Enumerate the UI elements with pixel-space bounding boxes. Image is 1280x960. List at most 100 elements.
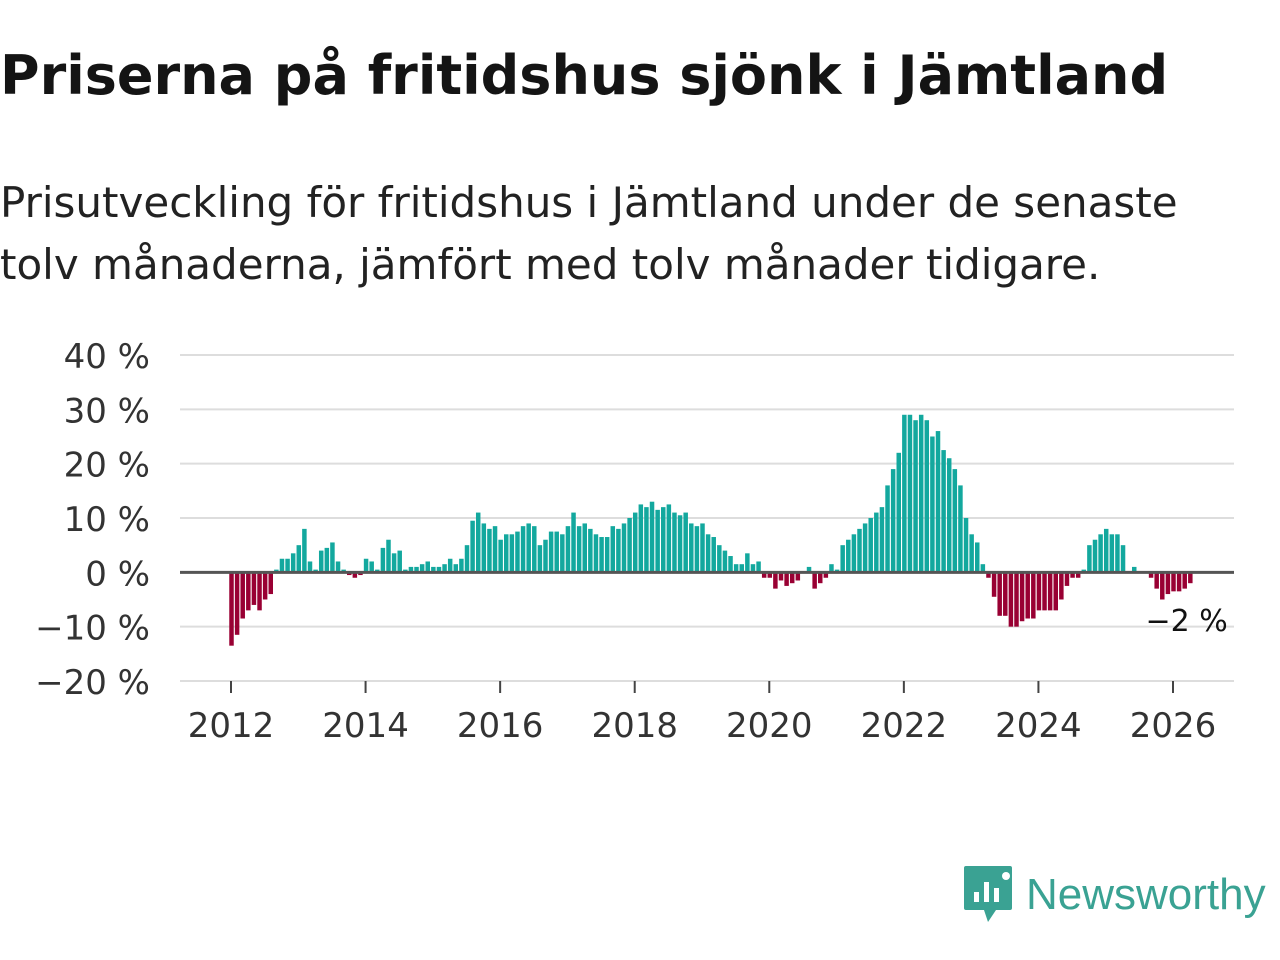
bar [520,526,526,573]
bar [767,572,773,578]
bar [986,572,991,578]
bar [689,523,694,573]
bar [481,523,487,573]
bar [324,547,330,573]
bar [638,504,644,573]
chart-subtitle: Prisutveckling för fritidshus i Jämtland… [0,178,1178,289]
bar [548,531,554,573]
bar [761,572,767,578]
y-tick-label: −10 % [35,609,150,649]
bar [532,526,537,573]
bar [1154,572,1159,589]
bar [419,564,425,573]
y-axis-ticks: 40 % 30 % 20 % 10 % 0 % −10 % −20 % [35,337,150,703]
newsworthy-logo-icon [964,866,1012,922]
bar [543,539,548,573]
y-tick-label: 0 % [85,554,150,594]
bar [924,420,930,573]
bar [470,520,475,573]
x-tick-label: 2022 [861,706,948,746]
bar [621,523,627,573]
x-tick-label: 2014 [322,706,409,746]
bar [975,542,980,573]
bar [262,572,268,600]
bar [414,566,419,573]
bar [1109,534,1115,573]
bar [862,523,868,573]
bar [504,534,509,573]
bar [649,501,655,573]
x-tick-label: 2026 [1130,706,1217,746]
bar [1098,534,1103,573]
bar [868,518,873,573]
bar [1160,572,1165,600]
bar [952,469,958,573]
x-tick-label: 2016 [457,706,544,746]
x-axis-ticks: 2012 2014 2016 2018 2020 2022 2024 2026 [188,681,1217,746]
bar [234,572,240,635]
bar [296,545,302,573]
bar [268,572,273,595]
brand-logo: Newsworthy [962,862,1266,928]
bar [913,420,918,573]
bar [683,512,688,573]
bar [672,512,677,573]
bar [554,531,559,573]
bar [918,414,924,573]
bar [829,564,834,573]
bar [874,512,879,573]
bar [980,564,986,573]
bar [1064,572,1070,586]
bar [565,526,571,573]
bar [745,553,750,573]
bar [459,558,464,573]
bar [705,534,711,573]
bar [823,572,829,578]
bar [307,561,313,573]
bar [902,414,907,573]
bar [408,566,414,573]
bar [784,572,789,586]
bar [386,539,391,573]
bar [733,564,739,573]
bar [991,572,997,597]
brand-name: Newsworthy [1026,870,1266,919]
x-tick-label: 2024 [995,706,1082,746]
bar [537,545,543,573]
bar [588,528,593,573]
bar [279,558,285,573]
bar [963,518,969,573]
bar [442,564,447,573]
bar [1176,572,1182,592]
bar [593,534,599,573]
bar [778,572,784,581]
bar [1042,572,1047,611]
bar [806,566,812,573]
bar [363,558,369,573]
bar [879,507,885,573]
bars [229,414,1193,646]
y-tick-label: −20 % [35,663,150,703]
bar [1103,528,1109,573]
bar [677,515,683,573]
bar [661,507,666,573]
bar [818,572,823,584]
bar [840,545,845,573]
bar [285,558,290,573]
bar [1031,572,1036,619]
bar [391,553,397,573]
bar [1092,539,1098,573]
bar [756,561,761,573]
bar [571,512,576,573]
bar [616,528,621,573]
y-tick-label: 40 % [64,337,150,377]
bar [498,539,503,573]
grid-lines [180,354,1234,682]
y-tick-label: 20 % [64,446,150,486]
bar [492,526,498,573]
bar [694,526,700,573]
bar [717,545,722,573]
bar [604,537,610,573]
bar [1036,572,1042,611]
bar [728,556,733,573]
